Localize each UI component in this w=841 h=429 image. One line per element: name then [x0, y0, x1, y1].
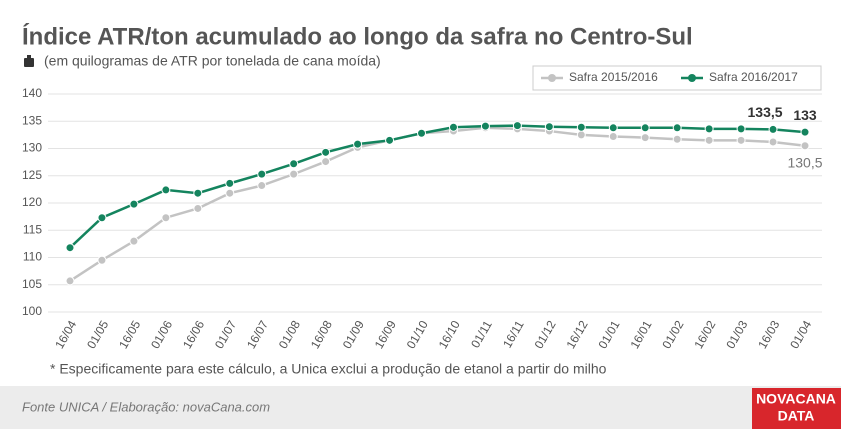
point: [480, 121, 490, 131]
point: [193, 188, 203, 198]
x-tick-label: 01/11: [468, 318, 495, 351]
x-tick-label: 01/12: [532, 318, 559, 351]
x-tick-label: 01/05: [84, 318, 111, 351]
chart-title: Índice ATR/ton acumulado ao longo da saf…: [22, 22, 693, 50]
point: [129, 199, 139, 209]
y-tick-label: 135: [22, 113, 42, 127]
point: [289, 169, 299, 179]
point: [800, 127, 810, 137]
point: [800, 141, 810, 151]
x-tick-label: 01/04: [787, 318, 814, 351]
point: [736, 135, 746, 145]
chart-subtitle: (em quilogramas de ATR por tonelada de c…: [44, 53, 381, 69]
point: [768, 137, 778, 147]
point: [448, 122, 458, 132]
x-tick-label: 16/05: [116, 318, 143, 351]
point: [608, 123, 618, 133]
data-label: 133: [793, 107, 817, 123]
point: [640, 123, 650, 133]
legend-label: Safra 2016/2017: [709, 70, 798, 84]
point: [385, 135, 395, 145]
logo-text: NOVACANA: [756, 391, 836, 407]
point: [257, 169, 267, 179]
legend-marker: [688, 74, 696, 82]
point: [321, 157, 331, 167]
point: [289, 159, 299, 169]
point: [544, 122, 554, 132]
x-tick-label: 01/02: [659, 318, 686, 351]
x-tick-label: 01/01: [595, 318, 622, 351]
point: [417, 128, 427, 138]
x-tick-label: 01/06: [148, 318, 175, 351]
point: [129, 236, 139, 246]
point: [736, 124, 746, 134]
y-tick-label: 100: [22, 304, 42, 318]
point: [65, 243, 75, 253]
x-tick-label: 01/07: [212, 318, 239, 351]
x-tick-label: 01/08: [276, 318, 303, 351]
x-tick-label: 16/01: [627, 318, 654, 351]
x-tick-label: 16/04: [52, 318, 79, 351]
line: [69, 124, 806, 249]
point: [512, 121, 522, 131]
point: [672, 134, 682, 144]
x-tick-label: 16/10: [436, 318, 463, 351]
point: [97, 213, 107, 223]
x-tick-label: 16/07: [244, 318, 271, 351]
x-tick-label: 01/10: [404, 318, 431, 351]
footnote: * Especificamente para este cálculo, a U…: [50, 361, 607, 377]
logo-text: DATA: [778, 408, 815, 424]
point: [321, 147, 331, 157]
weight-icon: [24, 55, 34, 67]
point: [225, 188, 235, 198]
y-tick-label: 110: [23, 250, 42, 264]
y-tick-label: 120: [22, 195, 42, 209]
point: [161, 213, 171, 223]
line: [69, 126, 806, 282]
point: [65, 276, 75, 286]
x-tick-label: 16/03: [755, 318, 782, 351]
x-tick-label: 16/08: [308, 318, 335, 351]
legend-marker: [548, 74, 556, 82]
point: [704, 124, 714, 134]
point: [576, 122, 586, 132]
x-tick-label: 01/03: [723, 318, 750, 351]
point: [193, 203, 203, 213]
data-label: 133,5: [748, 104, 783, 120]
point: [257, 181, 267, 191]
x-tick-label: 16/11: [500, 318, 527, 351]
point: [640, 133, 650, 143]
point: [353, 139, 363, 149]
y-tick-label: 140: [22, 86, 42, 100]
x-tick-label: 16/09: [372, 318, 399, 351]
y-tick-label: 130: [22, 141, 42, 155]
x-tick-label: 16/06: [180, 318, 207, 351]
point: [704, 135, 714, 145]
x-tick-label: 01/09: [340, 318, 367, 351]
legend-label: Safra 2015/2016: [569, 70, 658, 84]
x-tick-label: 16/12: [564, 318, 591, 351]
point: [608, 132, 618, 142]
legend-box: [532, 65, 822, 91]
point: [768, 124, 778, 134]
point: [672, 123, 682, 133]
y-tick-label: 125: [22, 168, 42, 182]
point: [576, 130, 586, 140]
footer: [0, 386, 841, 429]
source: Fonte UNICA / Elaboração: novaCana.com: [22, 399, 270, 414]
y-tick-label: 105: [22, 277, 42, 291]
point: [161, 185, 171, 195]
point: [225, 178, 235, 188]
x-tick-label: 16/02: [691, 318, 718, 351]
y-tick-label: 115: [23, 222, 42, 236]
point: [97, 255, 107, 265]
data-label: 130,5: [787, 154, 822, 170]
logo: [752, 388, 841, 429]
